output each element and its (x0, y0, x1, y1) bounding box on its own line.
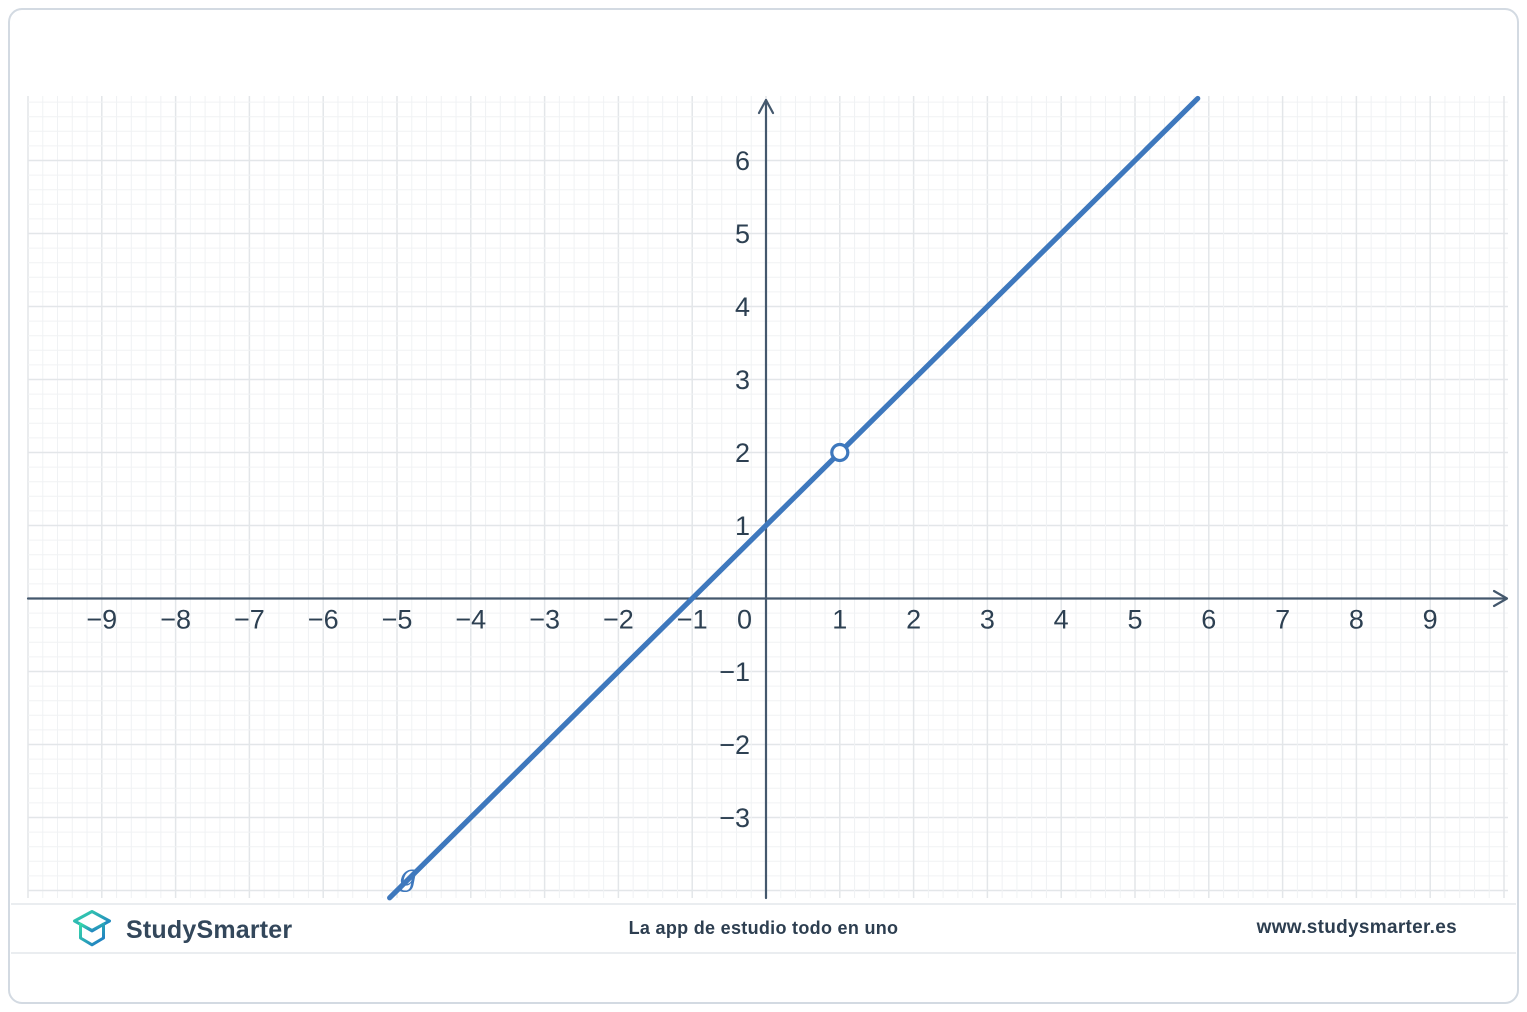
x-tick-label: 4 (1054, 605, 1069, 635)
function-label: g (398, 858, 417, 893)
y-axis-arrow (757, 98, 775, 115)
x-tick-label: 5 (1127, 605, 1142, 635)
footer-tagline: La app de estudio todo en uno (628, 918, 899, 938)
studysmarter-logo-icon (73, 910, 111, 947)
footer-website: www.studysmarter.es (1256, 917, 1457, 938)
x-tick-label: 7 (1275, 605, 1290, 635)
origin-label: 0 (737, 605, 752, 635)
x-tick-label: −2 (603, 605, 634, 635)
footer-divider-top (11, 903, 1516, 905)
y-tick-label: 3 (735, 365, 750, 395)
open-point-hole (830, 442, 850, 463)
y-tick-label: 6 (735, 146, 750, 176)
y-tick-label: −1 (719, 657, 750, 687)
tick-labels: −9 −8 −7 −6 −5 −4 −3 −2 −1 1 2 3 4 5 6 7 8 9 −3 −2 −1 1 2 3 4 5 6 0 (86, 146, 1437, 833)
x-tick-label: 8 (1349, 605, 1364, 635)
x-tick-label: −6 (308, 605, 339, 635)
axes (26, 98, 1509, 900)
brand-name: StudySmarter (126, 915, 293, 944)
brand: StudySmarter (72, 908, 292, 952)
series-g: g (387, 95, 1201, 901)
x-tick-label: 6 (1201, 605, 1216, 635)
x-tick-label: −3 (529, 605, 560, 635)
y-tick-label: −3 (719, 803, 750, 833)
x-tick-label: 2 (906, 605, 921, 635)
x-tick-label: −4 (455, 605, 486, 635)
x-tick-label: −9 (86, 605, 117, 635)
x-tick-label: 3 (980, 605, 995, 635)
x-tick-label: −8 (160, 605, 191, 635)
y-tick-label: 5 (735, 219, 750, 249)
y-tick-label: −2 (719, 730, 750, 760)
x-tick-label: −1 (677, 605, 708, 635)
y-tick-label: 4 (735, 292, 750, 322)
y-tick-label: 1 (735, 511, 750, 541)
x-tick-label: −5 (382, 605, 413, 635)
x-tick-label: 9 (1423, 605, 1438, 635)
function-line (387, 95, 1201, 901)
x-axis-arrow (1492, 589, 1509, 608)
footer-divider-bottom (11, 952, 1516, 954)
y-tick-label: 2 (735, 438, 750, 468)
x-tick-label: −7 (234, 605, 265, 635)
x-tick-label: 1 (832, 605, 847, 635)
